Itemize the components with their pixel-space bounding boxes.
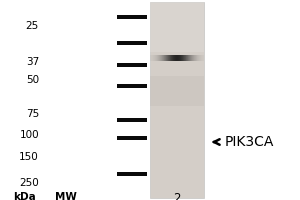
Bar: [150, 2, 204, 198]
Text: MW: MW: [55, 192, 77, 200]
Bar: [150, 2, 204, 52]
Text: 50: 50: [26, 75, 39, 85]
Bar: [117, 172, 147, 176]
Text: 150: 150: [19, 152, 39, 162]
Text: PIK3CA: PIK3CA: [225, 135, 274, 149]
Bar: [117, 15, 147, 19]
Text: 25: 25: [26, 21, 39, 31]
Bar: [117, 84, 147, 88]
Text: 37: 37: [26, 57, 39, 67]
Bar: [117, 136, 147, 140]
Text: 250: 250: [19, 178, 39, 188]
Bar: [117, 118, 147, 122]
Text: kDa: kDa: [14, 192, 36, 200]
Text: 75: 75: [26, 109, 39, 119]
Bar: [117, 63, 147, 67]
Bar: [117, 41, 147, 45]
Bar: [150, 76, 204, 106]
Text: 100: 100: [20, 130, 39, 140]
Text: 2: 2: [173, 192, 181, 200]
